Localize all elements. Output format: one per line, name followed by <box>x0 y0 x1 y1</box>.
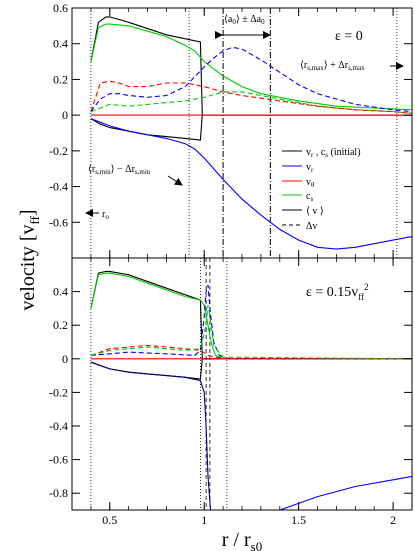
top-ytick-label-4: -0.2 <box>49 144 68 158</box>
rsmin-label: ⟨rs,min⟩ − Δrs,min <box>88 164 151 176</box>
legend-initial: vr , cs (initial) <box>306 147 361 159</box>
bottom-xtick-label-3: 2 <box>390 513 396 527</box>
a0-label: ⟨a0⟩ ± Δa0 <box>224 14 265 26</box>
top-annotation-eps: ε = 0 <box>335 29 363 44</box>
bottom-ytick-label-2: 0 <box>62 352 68 366</box>
y-axis-label: velocity [vff] <box>17 209 42 310</box>
bottom-series <box>90 270 412 510</box>
top-plot-frame <box>71 7 413 259</box>
x-axis-label: r / rs0 <box>222 529 262 551</box>
bottom-series-4 <box>279 475 412 510</box>
legend-delta: Δv <box>306 221 317 232</box>
r0-label: ro <box>102 209 109 221</box>
bottom-series-7 <box>90 344 412 360</box>
top-ticks: 0.6 0.4 0.2 0 -0.2 -0.4 -0.6 <box>49 1 413 258</box>
top-series-3 <box>90 118 412 250</box>
bottom-ytick-label-0: 0.4 <box>53 285 68 299</box>
rsmax-label: ⟨rs,max⟩ + Δrs,max <box>300 60 365 72</box>
top-series-2 <box>90 23 412 111</box>
bottom-ytick-label-4: -0.4 <box>49 419 68 433</box>
bottom-series-6 <box>90 284 412 360</box>
legend: vr , cs (initial) vr vθ cs ⟨ v ⟩ Δv <box>282 147 361 232</box>
legend-vr: vr <box>306 162 314 174</box>
top-series-6 <box>90 46 412 113</box>
bottom-xtick-label-2: 1.5 <box>291 513 306 527</box>
top-ytick-label-5: -0.4 <box>49 180 68 194</box>
top-series-5 <box>90 91 412 114</box>
top-guide-lines <box>90 8 398 258</box>
bottom-ytick-label-3: -0.2 <box>49 385 68 399</box>
top-panel: 0.60.40.20-0.2-0.4-0.6 ε = 0 ⟨a0⟩ ± Δa0 … <box>49 1 413 259</box>
top-series <box>90 16 412 250</box>
top-ytick-label-2: 0.2 <box>53 72 68 86</box>
top-ytick-label-3: 0 <box>62 108 68 122</box>
bottom-xtick-label-0: 0.5 <box>102 513 117 527</box>
bottom-annotation-eps: ε = 0.15vff2 <box>306 282 369 302</box>
bottom-series-3 <box>90 361 212 510</box>
bottom-series-1 <box>90 358 412 380</box>
top-ytick-label-6: -0.6 <box>49 215 68 229</box>
top-series-7 <box>90 80 412 114</box>
legend-mean: ⟨ v ⟩ <box>306 206 324 217</box>
legend-vtheta: vθ <box>306 177 315 189</box>
bottom-ticks: 0.4 0.2 0 -0.2 -0.4 -0.6 -0.8 0.5 1 1.5 2 <box>49 258 413 527</box>
bottom-ytick-label-1: 0.2 <box>53 318 68 332</box>
bottom-xtick-label-1: 1 <box>201 513 207 527</box>
bottom-panel: 0.4 0.2 0 -0.2 -0.4 -0.6 -0.8 0.5 1 1.5 2 ε = 0.15… <box>49 257 413 527</box>
bottom-ytick-label-6: -0.8 <box>49 486 68 500</box>
top-series-1 <box>90 114 412 141</box>
bottom-series-8 <box>90 304 412 360</box>
top-ytick-label-0: 0.6 <box>53 1 68 15</box>
top-ytick-label-1: 0.4 <box>53 37 68 51</box>
legend-cs: cs <box>306 191 313 203</box>
rsmin-arrow <box>167 175 183 186</box>
bottom-series-2 <box>90 272 412 360</box>
bottom-ytick-label-5: -0.6 <box>49 453 68 467</box>
bottom-guide-lines <box>90 258 228 510</box>
top-series-0 <box>90 16 412 116</box>
